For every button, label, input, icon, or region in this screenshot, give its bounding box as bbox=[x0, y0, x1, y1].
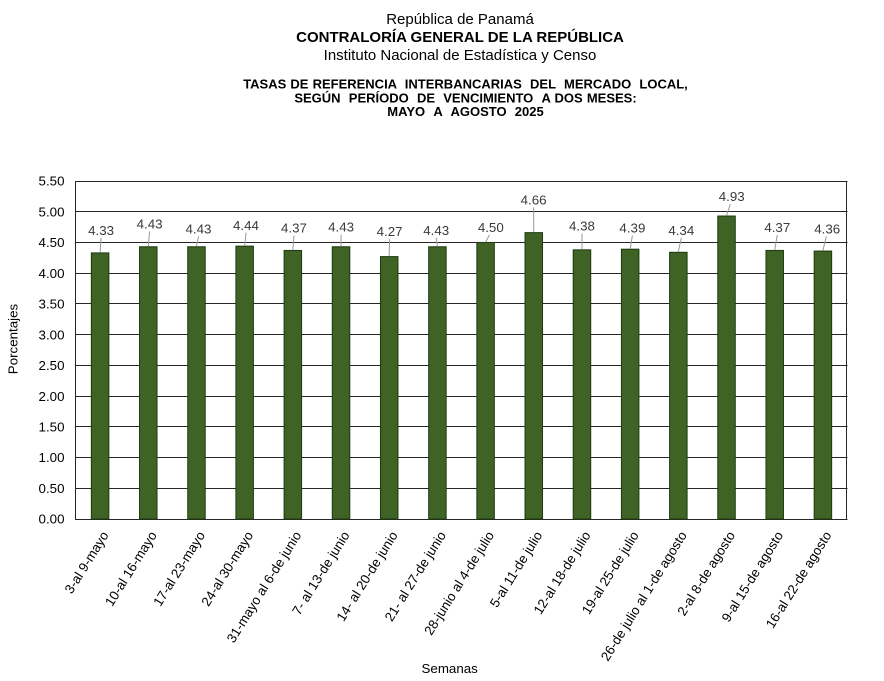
svg-text:3.00: 3.00 bbox=[39, 327, 65, 342]
svg-text:4.38: 4.38 bbox=[569, 219, 595, 234]
svg-text:Instituto Nacional de Estadíst: Instituto Nacional de Estadística y Cens… bbox=[324, 47, 597, 64]
svg-text:4.36: 4.36 bbox=[814, 222, 840, 237]
svg-text:4.39: 4.39 bbox=[619, 221, 645, 236]
svg-text:4.27: 4.27 bbox=[377, 224, 403, 239]
svg-text:4.34: 4.34 bbox=[668, 223, 695, 238]
svg-text:4.37: 4.37 bbox=[764, 220, 790, 235]
svg-text:4.37: 4.37 bbox=[281, 221, 307, 236]
svg-text:Porcentajes: Porcentajes bbox=[6, 303, 21, 374]
svg-text:4.43: 4.43 bbox=[137, 217, 163, 232]
svg-text:MAYO A AGOSTO 2025: MAYO A AGOSTO 2025 bbox=[387, 104, 543, 119]
svg-text:4.66: 4.66 bbox=[521, 193, 547, 208]
svg-text:1.00: 1.00 bbox=[39, 450, 65, 465]
svg-text:Semanas: Semanas bbox=[422, 661, 479, 676]
svg-text:4.33: 4.33 bbox=[88, 223, 114, 238]
svg-text:1.50: 1.50 bbox=[39, 420, 65, 435]
svg-text:4.44: 4.44 bbox=[233, 218, 260, 233]
svg-text:SEGÚN PERÍODO DE VENCIMIENT: SEGÚN PERÍODO DE VENCIMIENTO A DOS MESES… bbox=[294, 90, 636, 105]
svg-text:4.50: 4.50 bbox=[39, 235, 65, 250]
svg-text:0.50: 0.50 bbox=[39, 481, 65, 496]
svg-text:4.43: 4.43 bbox=[328, 220, 354, 235]
svg-text:4.00: 4.00 bbox=[39, 266, 65, 281]
svg-text:4.43: 4.43 bbox=[186, 222, 212, 237]
svg-text:5.50: 5.50 bbox=[39, 174, 65, 189]
svg-text:0.00: 0.00 bbox=[39, 512, 65, 527]
svg-text:CONTRALORÍA GENERAL DE LA REPÚ: CONTRALORÍA GENERAL DE LA REPÚBLICA bbox=[296, 28, 624, 46]
svg-text:3.50: 3.50 bbox=[39, 297, 65, 312]
svg-text:2.50: 2.50 bbox=[39, 358, 65, 373]
svg-text:TASAS DE REFERENCIA INTERBANC: TASAS DE REFERENCIA INTERBANCARIAS DEL M… bbox=[243, 77, 688, 92]
svg-text:4.93: 4.93 bbox=[719, 189, 745, 204]
svg-text:2.00: 2.00 bbox=[39, 389, 65, 404]
svg-text:4.50: 4.50 bbox=[478, 220, 504, 235]
svg-text:4.43: 4.43 bbox=[423, 223, 449, 238]
svg-text:República de Panamá: República de Panamá bbox=[386, 11, 534, 28]
svg-text:5.00: 5.00 bbox=[39, 204, 65, 219]
